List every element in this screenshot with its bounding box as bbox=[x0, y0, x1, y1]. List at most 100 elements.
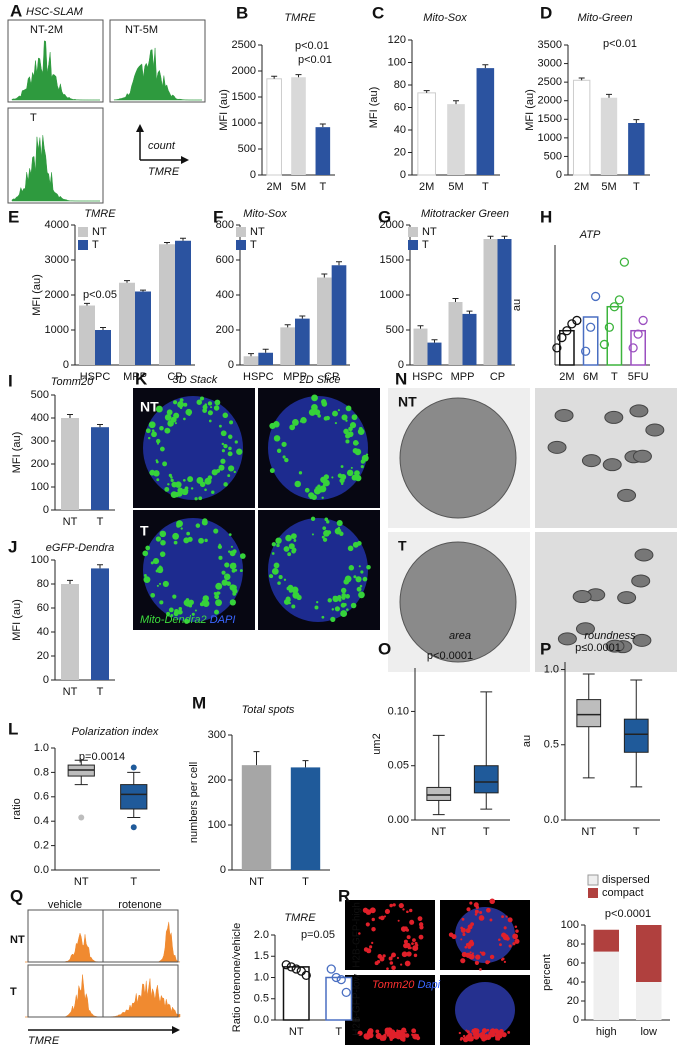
error-bar bbox=[452, 298, 459, 302]
y-tick-label: 120 bbox=[388, 34, 406, 46]
panel-letter: F bbox=[213, 207, 223, 226]
mito-spot bbox=[231, 584, 237, 591]
data-point bbox=[326, 964, 336, 974]
mito-spot bbox=[222, 412, 229, 419]
mito-spot bbox=[332, 410, 338, 417]
data-point bbox=[633, 329, 643, 339]
mito-spot bbox=[170, 613, 174, 617]
mito-spot bbox=[340, 482, 344, 486]
mito-spot bbox=[223, 573, 231, 581]
mito-spot bbox=[183, 417, 186, 421]
mito-spot bbox=[214, 610, 217, 613]
bar bbox=[266, 78, 282, 176]
mito-spot bbox=[366, 564, 371, 570]
y-tick-label: 2500 bbox=[232, 39, 256, 51]
mito-spot bbox=[314, 409, 321, 416]
legend-label: NT bbox=[250, 226, 265, 238]
mito-spot bbox=[182, 478, 186, 482]
mito-spot bbox=[316, 601, 319, 604]
mito-spot bbox=[397, 919, 400, 922]
mito-spot bbox=[239, 553, 246, 559]
mito-spot bbox=[273, 421, 280, 428]
mitochondrion bbox=[645, 423, 665, 437]
y-tick-label: 20 bbox=[37, 650, 49, 662]
mito-spot bbox=[215, 599, 222, 607]
mito-spot bbox=[360, 459, 366, 464]
bar bbox=[61, 584, 79, 680]
error-bar bbox=[284, 324, 291, 328]
mito-spot bbox=[467, 924, 473, 930]
x-tick-label: CP bbox=[324, 371, 339, 383]
panel-letter: I bbox=[8, 371, 13, 390]
mito-spot bbox=[489, 898, 495, 905]
y-tick-label: 1.0 bbox=[254, 971, 269, 983]
mito-spot bbox=[208, 419, 212, 423]
mito-spot bbox=[293, 539, 297, 542]
mito-spot bbox=[323, 533, 327, 537]
mito-spot bbox=[412, 938, 416, 943]
x-tick-label: 2M bbox=[419, 181, 434, 193]
mito-spot bbox=[166, 409, 173, 416]
y-tick-label: 4000 bbox=[45, 219, 69, 231]
mito-spot bbox=[321, 535, 325, 539]
mito-spot bbox=[176, 523, 181, 528]
mito-spot bbox=[156, 584, 159, 587]
bar bbox=[447, 104, 465, 175]
mito-spot bbox=[355, 576, 362, 583]
mito-spot bbox=[489, 918, 493, 922]
error-bar bbox=[453, 100, 459, 105]
mito-spot bbox=[360, 464, 364, 469]
annotation: p<0.01 bbox=[603, 38, 637, 50]
mito-spot bbox=[498, 938, 501, 941]
chart-title: area bbox=[449, 630, 471, 642]
mito-spot bbox=[356, 442, 359, 445]
bar bbox=[606, 305, 623, 366]
mito-spot bbox=[404, 1033, 410, 1038]
mito-spot bbox=[501, 1032, 507, 1038]
mito-spot bbox=[508, 944, 512, 948]
mito-spot bbox=[148, 421, 156, 429]
mito-spot bbox=[156, 406, 163, 412]
x-tick-label: 5FU bbox=[628, 371, 649, 383]
mito-spot bbox=[465, 952, 471, 958]
y-axis-label: MFI (au) bbox=[368, 87, 380, 129]
x-tick-label: HSPC bbox=[243, 371, 274, 383]
mito-spot bbox=[405, 928, 409, 932]
mito-spot bbox=[147, 436, 151, 440]
panel-letter: P bbox=[540, 639, 551, 658]
mito-spot bbox=[204, 403, 208, 406]
bar bbox=[462, 313, 477, 365]
mito-spot bbox=[185, 408, 193, 416]
stain-label: Mito-Dendra2 DAPI bbox=[140, 614, 235, 626]
y-tick-label: 500 bbox=[238, 143, 256, 155]
mito-spot bbox=[395, 1033, 401, 1039]
y-tick-label: 0.2 bbox=[34, 840, 49, 852]
cell bbox=[399, 397, 517, 519]
mito-spot bbox=[201, 519, 208, 526]
bar bbox=[241, 765, 272, 870]
mito-spot bbox=[507, 917, 513, 923]
y-axis-label: MFI (au) bbox=[218, 89, 230, 131]
whisker-low bbox=[582, 726, 595, 779]
mito-spot bbox=[223, 482, 228, 487]
mito-spot bbox=[378, 916, 382, 920]
annotation: p=0.05 bbox=[301, 929, 335, 941]
x-tick-label: T bbox=[482, 181, 489, 193]
mito-spot bbox=[150, 561, 154, 565]
mito-spot bbox=[151, 431, 157, 438]
annotation: p≤0.0001 bbox=[575, 642, 621, 654]
row-label: NT bbox=[398, 394, 417, 410]
mito-spot bbox=[290, 533, 297, 540]
mito-spot bbox=[331, 476, 334, 479]
plot-frame bbox=[27, 964, 104, 1018]
mito-spot bbox=[159, 600, 164, 605]
mito-spot bbox=[340, 610, 348, 618]
mito-spot bbox=[386, 1028, 393, 1035]
panel-letter: R bbox=[338, 886, 350, 905]
y-tick-label: 1.0 bbox=[34, 742, 49, 754]
mito-spot bbox=[486, 1028, 490, 1032]
mito-spot bbox=[310, 516, 316, 522]
mito-spot bbox=[411, 1028, 417, 1034]
mito-spot bbox=[273, 435, 281, 442]
